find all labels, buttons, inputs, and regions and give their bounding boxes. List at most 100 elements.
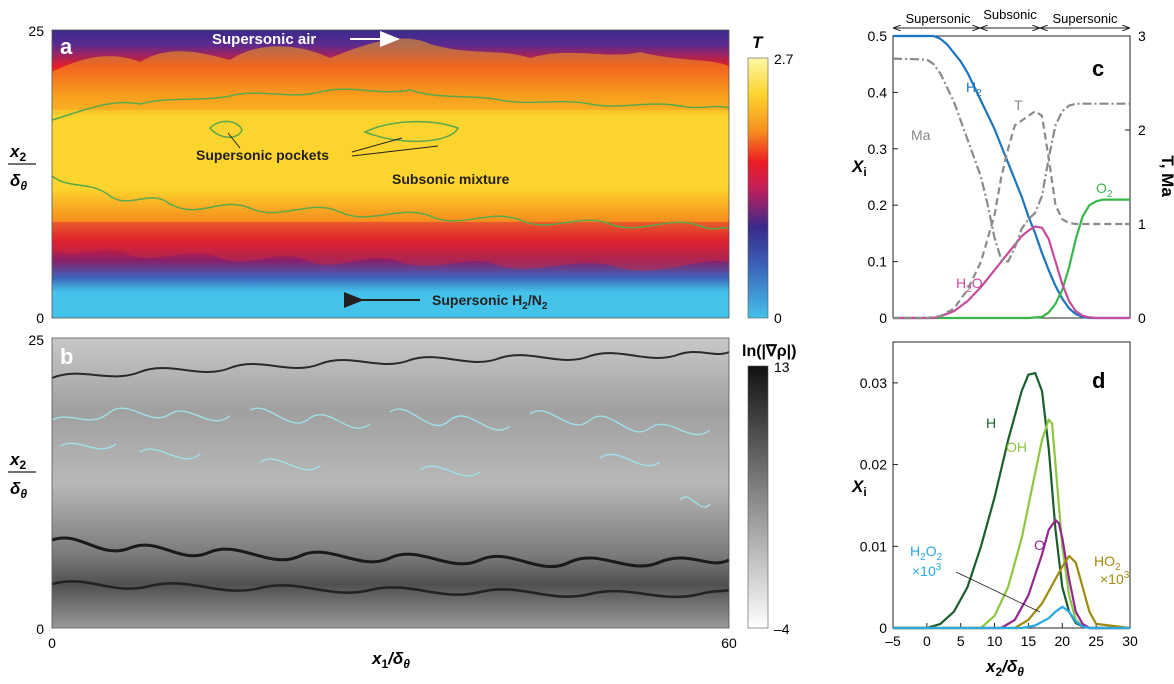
panel-c-ylabel: Xi [851,157,867,179]
shocklet-contours-2 [59,442,711,508]
y2tick-label: 1 [1138,216,1146,232]
label-ho2-scale: ×103 [1100,570,1130,587]
ytick-label: 0 [879,620,887,636]
xtick-label: 0 [923,633,931,649]
label-h2o2-scale: ×103 [912,562,942,579]
panel-d-ylabel: Xi [851,477,867,499]
ytick-label: 0.02 [860,457,887,473]
pockets-leader-3 [351,145,439,157]
supersonic-pocket-2 [363,120,460,143]
panel-a: a Supersonic air Supersonic pockets Subs… [8,23,794,326]
y2tick-label: 2 [1138,122,1146,138]
panel-b-frame [51,337,730,629]
panel-c: c 0 0.1 0.2 0.3 0.4 0.5 0 1 2 3 Xi T, Ma Superso… [851,7,1174,326]
xtick-label: 30 [1122,633,1138,649]
dark-interface-upper [51,351,730,379]
panel-d: d 00.010.020.03 –5 0 5 10 15 20 25 30 Xi x2/δθ … [851,341,1138,679]
supersonic-air-label: Supersonic air [212,31,316,48]
colorbar-max: 2.7 [774,51,794,67]
panel-c-letter: c [1092,56,1104,81]
label-oh: OH [1006,439,1027,455]
region-label-subsonic: Subsonic [983,7,1037,22]
dark-interface-lower [51,536,730,569]
supersonic-pocket-1 [208,120,243,138]
panel-b-letter: b [60,344,73,369]
ytick-label: 0.3 [868,141,888,157]
region-label-supersonic-2: Supersonic [1052,11,1118,26]
label-ma: Ma [911,127,931,143]
svg-text:x2: x2 [9,142,26,164]
sonic-line-lower [51,175,730,230]
upper-flame-front [52,38,729,110]
panel-d-series [893,372,1131,630]
panel-c-series [892,34,1130,320]
panel-d-xticks: –5 0 5 10 15 20 25 30 [885,623,1138,649]
gradient-colorbar [747,365,769,629]
pockets-leader-2 [351,137,403,153]
colorbar-title-t: T [752,33,764,52]
ytick-label: 0.2 [868,197,888,213]
ytick-label: 0.4 [868,84,888,100]
panel-b-ytick-top: 25 [28,332,44,348]
svg-text:x2: x2 [9,450,26,472]
colorbar-title-lngrad: ln(|∇ρ|) [742,343,796,360]
label-h2o: H2O [956,275,983,295]
xtick-label: 25 [1088,633,1104,649]
label-h2: H2 [966,79,982,99]
svg-text:δθ: δθ [10,171,27,193]
colorbar-min: 0 [774,310,782,326]
xtick-label: 15 [1021,633,1037,649]
xtick-label: 5 [957,633,965,649]
panel-a-letter: a [60,34,73,59]
panel-c-yticks: 0 0.1 0.2 0.3 0.4 0.5 [868,28,898,326]
label-h2o2: H2O2 [910,543,943,563]
ytick-label: 0.1 [868,254,888,270]
ytick-label: 0.03 [860,375,887,391]
panel-b-ylabel: x2 δθ [8,450,36,501]
ytick-label: 0.5 [868,28,888,44]
density-gradient-field [52,338,729,628]
series-line-t [893,110,1130,320]
xtick-label: 20 [1054,633,1070,649]
pockets-leader-1 [227,132,241,149]
series-line-h [893,605,1130,630]
series-line-h [893,372,1130,630]
lower-flame-front [52,222,729,271]
panel-d-letter: d [1092,368,1105,393]
label-ho2: HO2 [1094,553,1121,573]
series-line-ho [893,554,1131,630]
panel-c-y2ticks: 0 1 2 3 [1125,28,1146,326]
panel-d-yticks: 0 0.01 0.02 0.03 [860,375,898,636]
h2o2-leader [955,571,1041,613]
panel-b: b 25 0 x2 δθ 0 60 x1/δθ ln(|∇ρ|) 13 –4 [8,332,796,671]
xtick-label: 10 [987,633,1003,649]
sonic-line-upper [51,88,730,121]
shocklet-contours-1 [51,407,711,436]
colorbar-b-min: –4 [774,621,790,637]
series-line-h [893,34,1130,320]
colorbar-b-max: 13 [774,359,790,375]
label-h: H [986,415,996,431]
label-o: O [1034,537,1045,553]
series-line-o [893,518,1130,630]
panel-b-xtick-60: 60 [721,635,737,651]
temperature-colorbar [747,57,769,319]
panel-a-ylabel: x2 δθ [8,142,36,193]
panel-b-ytick-bottom: 0 [36,621,44,637]
panel-a-ytick-bottom: 0 [36,310,44,326]
svg-text:δθ: δθ [10,479,27,501]
panel-b-xlabel: x1/δθ [371,649,410,671]
subsonic-mixture-label: Subsonic mixture [392,171,510,187]
panel-a-ytick-top: 25 [28,23,44,39]
label-t: T [1014,97,1023,113]
supersonic-pockets-label: Supersonic pockets [196,147,329,163]
region-label-supersonic-1: Supersonic [905,11,971,26]
series-line-o [893,198,1130,320]
dark-interface-bottom [51,580,730,599]
panel-b-xtick-0: 0 [48,635,56,651]
panel-c-y2label: T, Ma [1158,155,1174,197]
panel-d-xlabel: x2/δθ [985,657,1024,679]
xtick-label: –5 [885,633,901,649]
y2tick-label: 0 [1138,310,1146,326]
